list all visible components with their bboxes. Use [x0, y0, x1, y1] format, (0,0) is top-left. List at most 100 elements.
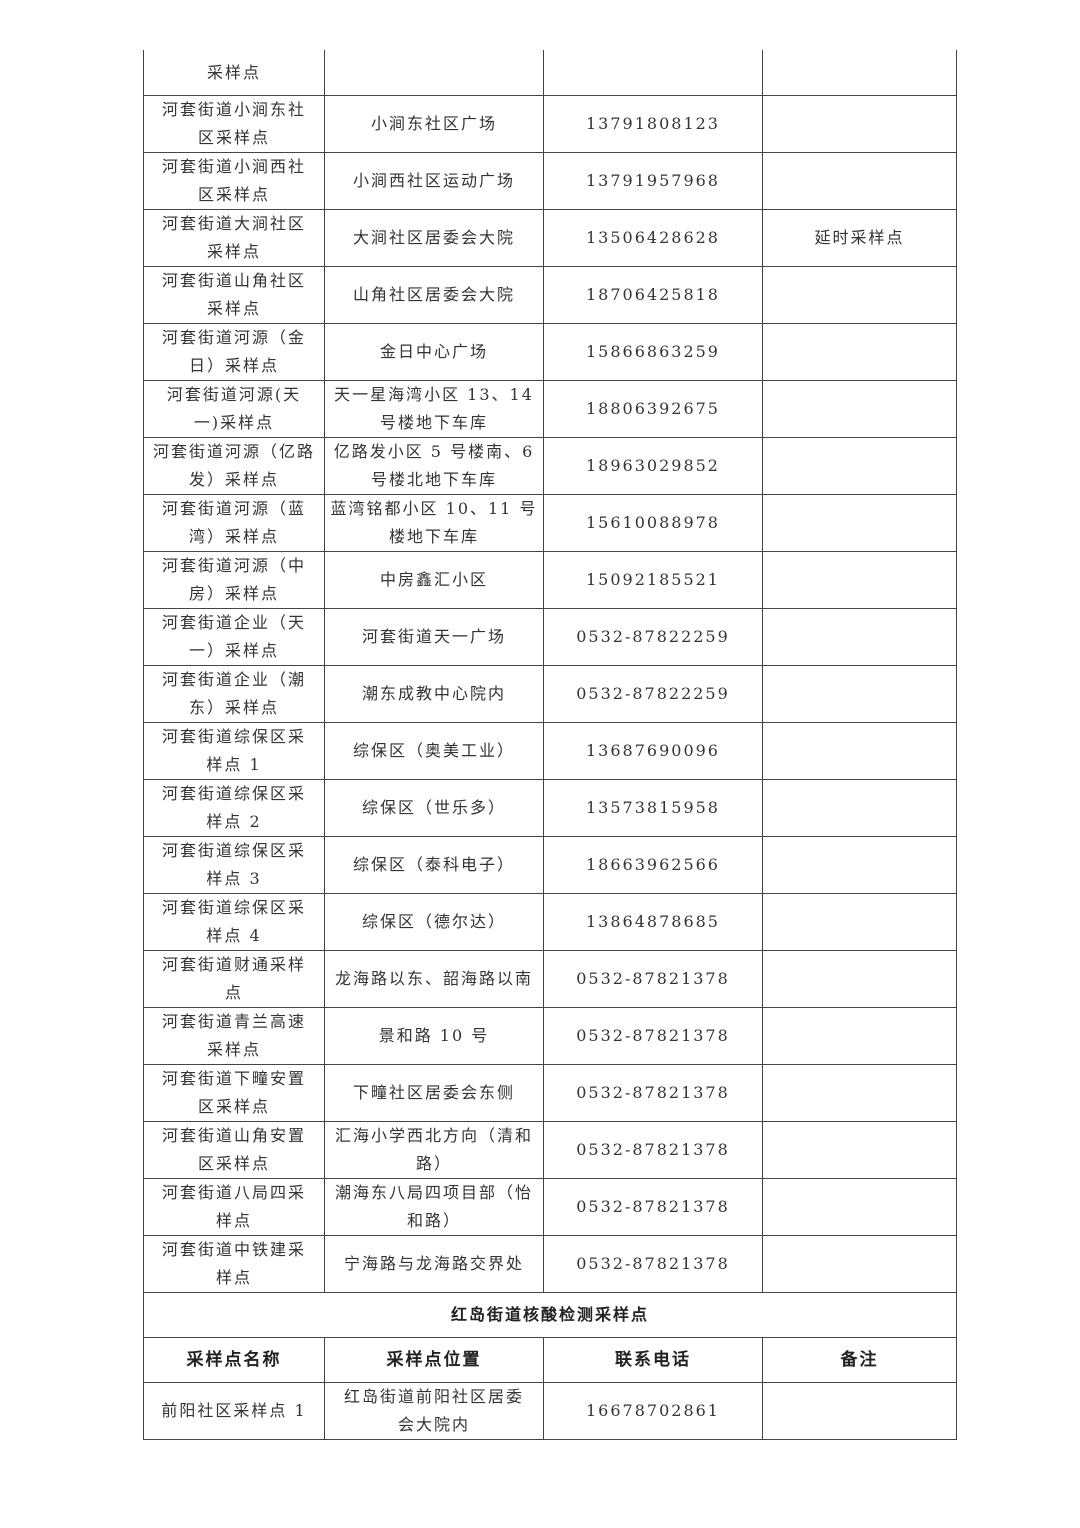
cell-location: 中房鑫汇小区 — [324, 551, 544, 609]
cell-remark — [762, 608, 957, 666]
cell-location: 天一星海湾小区 13、14 号楼地下车库 — [324, 380, 544, 438]
cell-name: 河套街道综保区采 样点 1 — [143, 722, 325, 780]
table-row: 河套街道企业（天 一）采样点 河套街道天一广场 0532-87822259 — [143, 608, 957, 666]
cell-remark — [762, 665, 957, 723]
cell-location: 大涧社区居委会大院 — [324, 209, 544, 267]
cell-name: 河套街道中铁建采 样点 — [143, 1235, 325, 1293]
cell-remark — [762, 1121, 957, 1179]
cell-name: 河套街道小涧东社 区采样点 — [143, 95, 325, 153]
header-phone: 联系电话 — [543, 1337, 763, 1383]
cell-location: 亿路发小区 5 号楼南、6 号楼北地下车库 — [324, 437, 544, 495]
cell-phone: 16678702861 — [543, 1382, 763, 1440]
cell-phone: 15092185521 — [543, 551, 763, 609]
header-location: 采样点位置 — [324, 1337, 544, 1383]
section-row: 红岛街道核酸检测采样点 — [143, 1292, 957, 1338]
cell-location: 综保区（奥美工业） — [324, 722, 544, 780]
cell-location: 金日中心广场 — [324, 323, 544, 381]
table-row: 河套街道中铁建采 样点 宁海路与龙海路交界处 0532-87821378 — [143, 1235, 957, 1293]
cell-name: 河套街道企业（天 一）采样点 — [143, 608, 325, 666]
cell-remark — [762, 1178, 957, 1236]
cell-location: 宁海路与龙海路交界处 — [324, 1235, 544, 1293]
cell-location: 小涧西社区运动广场 — [324, 152, 544, 210]
cell-remark — [762, 950, 957, 1008]
cell-name: 河套街道河源（蓝 湾）采样点 — [143, 494, 325, 552]
cell-phone: 0532-87821378 — [543, 1178, 763, 1236]
cell-phone: 0532-87822259 — [543, 665, 763, 723]
table-row: 河套街道综保区采 样点 1 综保区（奥美工业） 13687690096 — [143, 722, 957, 780]
cell-name: 河套街道财通采样 点 — [143, 950, 325, 1008]
section-title: 红岛街道核酸检测采样点 — [143, 1292, 957, 1338]
cell-name: 河套街道企业（潮 东）采样点 — [143, 665, 325, 723]
cell-phone: 0532-87821378 — [543, 950, 763, 1008]
cell-remark — [762, 1382, 957, 1440]
cell-name: 河套街道河源（中 房）采样点 — [143, 551, 325, 609]
table-row: 河套街道河源(天 一)采样点 天一星海湾小区 13、14 号楼地下车库 188063… — [143, 380, 957, 438]
cell-location: 汇海小学西北方向（清和 路） — [324, 1121, 544, 1179]
cell-phone — [543, 50, 763, 96]
cell-name: 前阳社区采样点 1 — [143, 1382, 325, 1440]
cell-remark — [762, 50, 957, 96]
table-row: 河套街道河源（亿路 发）采样点 亿路发小区 5 号楼南、6 号楼北地下车库 1896… — [143, 437, 957, 495]
cell-remark — [762, 95, 957, 153]
cell-phone: 0532-87821378 — [543, 1064, 763, 1122]
cell-name: 河套街道青兰高速 采样点 — [143, 1007, 325, 1065]
cell-location — [324, 50, 544, 96]
table-row: 河套街道财通采样 点龙海路以东、韶海路以南 0532-87821378 — [143, 950, 957, 1008]
cell-location: 综保区（德尔达） — [324, 893, 544, 951]
cell-phone: 0532-87821378 — [543, 1007, 763, 1065]
cell-remark — [762, 494, 957, 552]
header-row: 采样点名称 采样点位置 联系电话 备注 — [143, 1337, 957, 1383]
table-row: 河套街道综保区采 样点 4 综保区（德尔达） 13864878685 — [143, 893, 957, 951]
table-row: 河套街道综保区采 样点 3 综保区（泰科电子） 18663962566 — [143, 836, 957, 894]
cell-location: 景和路 10 号 — [324, 1007, 544, 1065]
cell-remark — [762, 266, 957, 324]
table-row: 河套街道小涧西社 区采样点 小涧西社区运动广场 13791957968 — [143, 152, 957, 210]
cell-phone: 0532-87822259 — [543, 608, 763, 666]
cell-remark — [762, 1235, 957, 1293]
cell-remark — [762, 437, 957, 495]
cell-remark — [762, 836, 957, 894]
cell-remark — [762, 380, 957, 438]
cell-name: 河套街道河源（亿路 发）采样点 — [143, 437, 325, 495]
cell-remark — [762, 893, 957, 951]
table-row: 河套街道小涧东社 区采样点 小涧东社区广场 13791808123 — [143, 95, 957, 153]
header-name: 采样点名称 — [143, 1337, 325, 1383]
cell-phone: 15866863259 — [543, 323, 763, 381]
table-row: 河套街道河源（蓝 湾）采样点 蓝湾铭都小区 10、11 号 楼地下车库 156100… — [143, 494, 957, 552]
cell-location: 河套街道天一广场 — [324, 608, 544, 666]
cell-phone: 13791957968 — [543, 152, 763, 210]
cell-name: 河套街道河源(天 一)采样点 — [143, 380, 325, 438]
cell-name: 河套街道综保区采 样点 4 — [143, 893, 325, 951]
table-row: 河套街道河源（中 房）采样点 中房鑫汇小区 15092185521 — [143, 551, 957, 609]
cell-phone: 13791808123 — [543, 95, 763, 153]
cell-remark — [762, 323, 957, 381]
table-row: 河套街道青兰高速 采样点 景和路 10 号 0532-87821378 — [143, 1007, 957, 1065]
cell-name: 河套街道山角安置 区采样点 — [143, 1121, 325, 1179]
cell-phone: 13573815958 — [543, 779, 763, 837]
cell-location: 下疃社区居委会东侧 — [324, 1064, 544, 1122]
cell-phone: 18663962566 — [543, 836, 763, 894]
cell-name: 河套街道河源（金 日）采样点 — [143, 323, 325, 381]
sampling-points-table: 采样点 河套街道小涧东社 区采样点 小涧东社区广场 13791808123 河套街道小涧… — [143, 50, 957, 1440]
cell-remark — [762, 1064, 957, 1122]
cell-name: 河套街道综保区采 样点 3 — [143, 836, 325, 894]
cell-name: 河套街道小涧西社 区采样点 — [143, 152, 325, 210]
cell-phone: 13864878685 — [543, 893, 763, 951]
cell-remark — [762, 722, 957, 780]
table-row: 河套街道企业（潮 东）采样点 潮东成教中心院内 0532-87822259 — [143, 665, 957, 723]
table-row: 前阳社区采样点 1 红岛街道前阳社区居委 会大院内 16678702861 — [143, 1382, 957, 1440]
table-row: 河套街道下疃安置 区采样点 下疃社区居委会东侧 0532-87821378 — [143, 1064, 957, 1122]
cell-name: 河套街道综保区采 样点 2 — [143, 779, 325, 837]
table-row: 河套街道大涧社区 采样点 大涧社区居委会大院 13506428628 延时采样点 — [143, 209, 957, 267]
table-row: 采样点 — [143, 50, 957, 96]
header-remark: 备注 — [762, 1337, 957, 1383]
cell-remark — [762, 152, 957, 210]
cell-location: 潮东成教中心院内 — [324, 665, 544, 723]
cell-phone: 18706425818 — [543, 266, 763, 324]
cell-phone: 13687690096 — [543, 722, 763, 780]
cell-location: 小涧东社区广场 — [324, 95, 544, 153]
cell-remark — [762, 1007, 957, 1065]
cell-name: 河套街道大涧社区 采样点 — [143, 209, 325, 267]
cell-phone: 0532-87821378 — [543, 1235, 763, 1293]
table-row: 河套街道综保区采 样点 2 综保区（世乐多） 13573815958 — [143, 779, 957, 837]
